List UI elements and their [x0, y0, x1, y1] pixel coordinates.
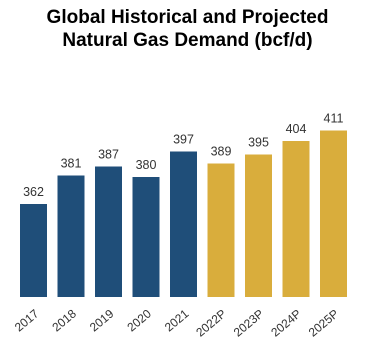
value-label-2021: 397: [173, 133, 194, 147]
bar-2020: [132, 177, 160, 297]
tick-labels-group: 2017 2018 2019 2020 2021 2022P 2023P 2024P 2025P: [12, 306, 341, 339]
bar-2025P: [320, 130, 347, 297]
value-label-2023P: 395: [248, 136, 269, 150]
tick-label-2017: 2017: [12, 306, 42, 334]
tick-label-2020: 2020: [124, 306, 154, 334]
value-label-2018: 381: [61, 157, 82, 171]
tick-label-2025P: 2025P: [306, 307, 342, 340]
tick-label-2024P: 2024P: [268, 307, 304, 340]
tick-label-2018: 2018: [49, 306, 79, 334]
value-label-2022P: 389: [211, 145, 232, 159]
chart-title-line-1: Global Historical and Projected: [46, 7, 329, 28]
tick-label-2022P: 2022P: [193, 307, 229, 340]
bar-2023P: [245, 154, 272, 297]
value-labels-group: 362 381 387 380 397 389 395 404 411: [23, 112, 343, 200]
bar-2024P: [282, 141, 310, 297]
tick-label-2019: 2019: [87, 306, 117, 334]
value-label-2024P: 404: [286, 122, 307, 136]
bar-2019: [95, 166, 122, 297]
chart-title: Global Historical and Projected Natural …: [0, 6, 375, 52]
tick-label-2021: 2021: [162, 306, 192, 334]
bar-2021: [170, 151, 197, 297]
bars-group: [20, 130, 347, 297]
value-label-2025P: 411: [324, 112, 344, 126]
bar-2017: [20, 204, 47, 297]
bar-2022P: [207, 163, 235, 297]
value-label-2019: 387: [98, 148, 119, 162]
tick-label-2023P: 2023P: [231, 307, 267, 340]
chart-title-line-2: Natural Gas Demand (bcf/d): [62, 30, 313, 51]
value-label-2017: 362: [23, 185, 44, 199]
value-label-2020: 380: [136, 158, 157, 172]
bar-2018: [57, 175, 85, 297]
